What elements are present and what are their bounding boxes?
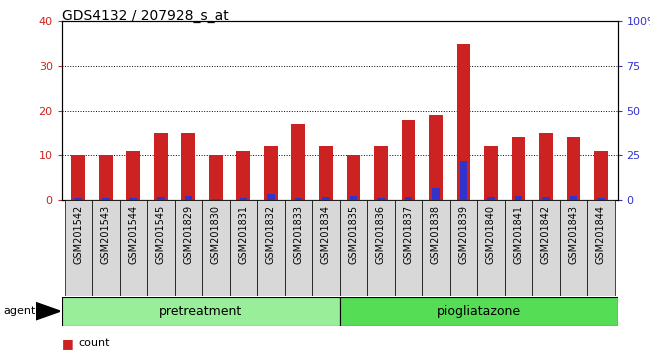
Bar [322,197,330,200]
Bar [240,198,247,200]
Bar [99,155,112,200]
Text: GSM201831: GSM201831 [239,205,248,264]
Text: GSM201841: GSM201841 [514,205,523,264]
Bar [594,151,608,200]
Text: GSM201543: GSM201543 [101,205,111,264]
Bar [126,151,140,200]
Text: GSM201836: GSM201836 [376,205,386,264]
Bar [395,200,422,296]
Text: GSM201837: GSM201837 [404,205,413,264]
Bar [212,199,220,200]
Bar [264,147,278,200]
Text: GSM201838: GSM201838 [431,205,441,264]
Text: GSM201832: GSM201832 [266,205,276,264]
Bar [346,155,360,200]
Bar [560,200,587,296]
Bar [75,198,82,200]
Bar [209,155,223,200]
Text: piogliatazone: piogliatazone [437,305,521,318]
Text: GSM201544: GSM201544 [128,205,138,264]
Bar [72,155,85,200]
Text: GSM201830: GSM201830 [211,205,221,264]
Bar [64,200,92,296]
Text: GSM201840: GSM201840 [486,205,496,264]
Bar [515,196,522,200]
Bar [429,115,443,200]
Bar [237,151,250,200]
Bar [339,297,618,326]
Bar [456,44,471,200]
Bar [312,200,339,296]
Text: GSM201833: GSM201833 [293,205,304,264]
Bar [267,194,275,200]
Bar [367,200,395,296]
Bar [229,200,257,296]
Bar [202,200,229,296]
Bar [374,147,388,200]
Bar [377,198,385,200]
Bar [532,200,560,296]
Bar [402,120,415,200]
Bar [319,147,333,200]
Bar [477,200,504,296]
Bar [504,200,532,296]
Text: GSM201839: GSM201839 [458,205,469,264]
Text: GSM201842: GSM201842 [541,205,551,264]
Bar [597,198,604,200]
Bar [285,200,312,296]
Bar [339,200,367,296]
Bar [257,200,285,296]
Text: count: count [78,338,109,348]
Bar [62,297,339,326]
Bar [450,200,477,296]
Bar [569,196,577,200]
Polygon shape [36,302,60,320]
Bar [185,195,192,200]
Bar [567,137,580,200]
Bar [154,133,168,200]
Bar [102,198,110,200]
Bar [484,147,498,200]
Bar [404,197,412,200]
Bar [181,133,195,200]
Bar [432,188,439,200]
Bar [512,137,525,200]
Bar [175,200,202,296]
Text: GDS4132 / 207928_s_at: GDS4132 / 207928_s_at [62,9,229,23]
Bar [350,195,357,200]
Bar [422,200,450,296]
Bar [539,133,553,200]
Bar [291,124,305,200]
Bar [147,200,175,296]
Text: GSM201542: GSM201542 [73,205,83,264]
Text: agent: agent [3,306,36,316]
Bar [460,161,467,200]
Text: GSM201545: GSM201545 [156,205,166,264]
Bar [157,197,164,200]
Text: GSM201843: GSM201843 [569,205,578,264]
Bar [92,200,120,296]
Text: GSM201835: GSM201835 [348,205,358,264]
Text: ■: ■ [62,337,73,350]
Bar [120,200,147,296]
Text: GSM201829: GSM201829 [183,205,193,264]
Text: GSM201834: GSM201834 [321,205,331,264]
Bar [542,197,550,200]
Bar [587,200,615,296]
Bar [487,197,495,200]
Text: pretreatment: pretreatment [159,305,242,318]
Bar [294,198,302,200]
Text: GSM201844: GSM201844 [596,205,606,264]
Bar [129,198,137,200]
